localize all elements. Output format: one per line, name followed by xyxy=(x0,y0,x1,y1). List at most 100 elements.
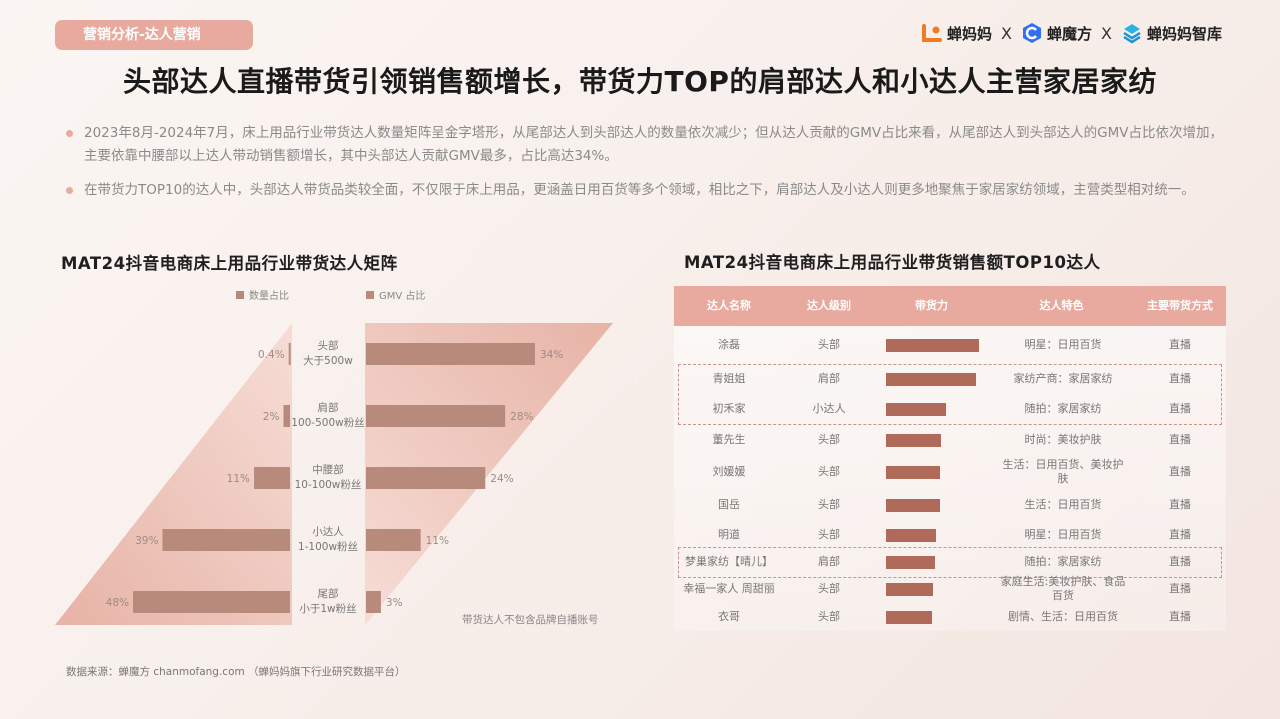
table-cell-level: 肩部 xyxy=(818,372,840,385)
top10-table-title: MAT24抖音电商床上用品行业带货销售额TOP10达人 xyxy=(684,253,1101,272)
table-cell-mode: 直播 xyxy=(1169,555,1191,568)
legend-label: 数量占比 xyxy=(249,291,289,302)
legend-swatch xyxy=(366,290,374,299)
column-header: 达人特色 xyxy=(1039,299,1084,312)
count-bar xyxy=(254,467,290,489)
legend-label: GMV 占比 xyxy=(379,291,426,302)
table-cell-feature: 随拍：家居家纺 xyxy=(1024,402,1102,415)
table-cell-mode: 直播 xyxy=(1169,610,1191,623)
section-tag: 营销分析-达人营销 xyxy=(55,20,253,50)
table-cell-mode: 直播 xyxy=(1169,433,1191,446)
table-cell-level: 小达人 xyxy=(812,402,846,415)
tier-label: 尾部 小于1w粉丝 xyxy=(282,587,374,617)
tier-label-line: 头部 xyxy=(317,340,339,352)
gmv-bar xyxy=(366,591,381,613)
gmv-pyramid-shape xyxy=(365,323,613,625)
brand-zhiku: 蝉妈妈智库 xyxy=(1121,22,1222,44)
tier-label: 中腰部 10-100w粉丝 xyxy=(282,463,374,493)
legend-count: 数量占比 xyxy=(236,287,289,302)
gmv-bar xyxy=(366,467,486,489)
gmv-bar-label: 28% xyxy=(510,411,533,423)
table-cell-mode: 直播 xyxy=(1169,582,1191,595)
table-cell-feature: 明星：日用百货 xyxy=(1024,528,1102,541)
table-cell-feature: 剧情、生活：日用百货 xyxy=(1008,610,1118,623)
matrix-chart: 0.4% 34% 2% 28% 11% 24% 39% 11% 48% 3% xyxy=(55,323,613,625)
table-cell-feature: 家纺产商：家居家纺 xyxy=(1013,372,1113,385)
brand-chanmofang: 蝉魔方 xyxy=(1021,22,1092,44)
power-bar xyxy=(886,556,936,569)
column-header: 达人名称 xyxy=(707,299,751,312)
column-header: 带货力 xyxy=(915,299,948,312)
brand-separator-2: X xyxy=(1101,23,1112,43)
tier-label-line: 肩部 xyxy=(317,402,339,414)
brand-name-3: 蝉妈妈智库 xyxy=(1146,24,1222,43)
power-bar xyxy=(886,529,937,542)
table-cell-name: 幸福一家人 周甜丽 xyxy=(683,582,775,595)
gmv-bar-label: 34% xyxy=(540,349,563,361)
bullet-dot-icon xyxy=(66,187,73,194)
gmv-bar xyxy=(366,405,506,427)
summary-bullets: 2023年8月-2024年7月，床上用品行业带货达人数量矩阵呈金字塔形，从尾部达… xyxy=(66,122,1226,214)
tier-label-line: 大于500w xyxy=(303,355,353,367)
table-cell-feature: 生活：日用百货 xyxy=(1024,498,1102,511)
table-cell-level: 头部 xyxy=(818,528,840,541)
matrix-chart-title: MAT24抖音电商床上用品行业带货达人矩阵 xyxy=(61,254,398,273)
data-source: 数据来源：蝉魔方 chanmofang.com （蝉妈妈旗下行业研究数据平台） xyxy=(66,666,406,678)
count-bar xyxy=(288,343,291,365)
brand-logos: 蝉妈妈 X 蝉魔方 X 蝉妈妈智库 xyxy=(921,18,1222,48)
tier-label: 肩部 100-500w粉丝 xyxy=(282,401,374,431)
chanmofang-logo-icon xyxy=(1023,23,1041,43)
table-cell-level: 头部 xyxy=(818,465,840,478)
power-bar xyxy=(886,403,946,416)
highlight-box xyxy=(678,364,1222,425)
chart-note: 带货达人不包含品牌自播账号 xyxy=(462,614,599,626)
table-cell-name: 初禾家 xyxy=(712,402,746,415)
table-header: 达人名称 达人级别 带货力 达人特色 主要带货方式 xyxy=(674,286,1226,326)
table-cell-name: 涂磊 xyxy=(718,338,740,351)
brand-chanmama: 蝉妈妈 xyxy=(921,22,992,44)
count-bar-label: 2% xyxy=(263,411,280,423)
table-cell-mode: 直播 xyxy=(1169,528,1191,541)
table-cell-feature: 时尚：美妆护肤 xyxy=(1024,433,1102,446)
tier-label-line: 小达人 xyxy=(312,526,344,538)
chanmama-logo-icon xyxy=(922,24,943,42)
table-cell-name: 衣哥 xyxy=(718,610,740,623)
tier-label-line: 小于1w粉丝 xyxy=(299,603,357,615)
gmv-bar-label: 3% xyxy=(386,597,403,609)
table-cell-mode: 直播 xyxy=(1169,338,1191,351)
highlight-box xyxy=(678,547,1222,578)
count-bar xyxy=(162,529,290,551)
table-cell-mode: 直播 xyxy=(1169,372,1191,385)
table-cell-level: 头部 xyxy=(818,433,840,446)
bullet-dot-icon xyxy=(66,130,73,137)
legend-gmv: GMV 占比 xyxy=(366,287,425,302)
table-cell-level: 头部 xyxy=(818,498,840,511)
count-bar-label: 39% xyxy=(135,535,158,547)
tier-label-line: 中腰部 xyxy=(312,464,344,476)
table-cell-mode: 直播 xyxy=(1169,465,1191,478)
table-cell-feature: 随拍：家居家纺 xyxy=(1024,555,1102,568)
tier-label: 头部大于500w xyxy=(282,339,374,369)
power-bar xyxy=(886,499,940,512)
gmv-bar xyxy=(366,529,421,551)
count-bar-label: 0.4% xyxy=(258,349,285,361)
brand-name-2: 蝉魔方 xyxy=(1047,24,1093,43)
power-bar xyxy=(886,583,933,596)
table-cell-level: 头部 xyxy=(818,582,840,595)
table-cell-name: 董先生 xyxy=(712,433,746,446)
tier-label: 小达人 1-100w粉丝 xyxy=(282,525,374,555)
gmv-bar xyxy=(366,343,535,365)
power-bar xyxy=(886,373,977,386)
zhiku-logo-icon xyxy=(1123,24,1141,44)
table-cell-mode: 直播 xyxy=(1169,402,1191,415)
tier-label-line: 10-100w粉丝 xyxy=(294,479,362,491)
brand-separator-1: X xyxy=(1001,23,1012,43)
bullet-item: 2023年8月-2024年7月，床上用品行业带货达人数量矩阵呈金字塔形，从尾部达… xyxy=(66,122,1226,167)
gmv-bar-label: 24% xyxy=(490,473,513,485)
bullet-item: 在带货力TOP10的达人中，头部达人带货品类较全面，不仅限于床上用品，更涵盖日用… xyxy=(66,179,1226,202)
power-bar xyxy=(886,434,941,447)
bullet-text: 2023年8月-2024年7月，床上用品行业带货达人数量矩阵呈金字塔形，从尾部达… xyxy=(84,125,1223,164)
count-bar-label: 48% xyxy=(106,597,129,609)
table-cell-name: 梦巢家纺【晴儿】 xyxy=(685,555,773,568)
table-cell-feature: 家庭生活:美妆护肤、食品百货 xyxy=(1000,575,1126,602)
